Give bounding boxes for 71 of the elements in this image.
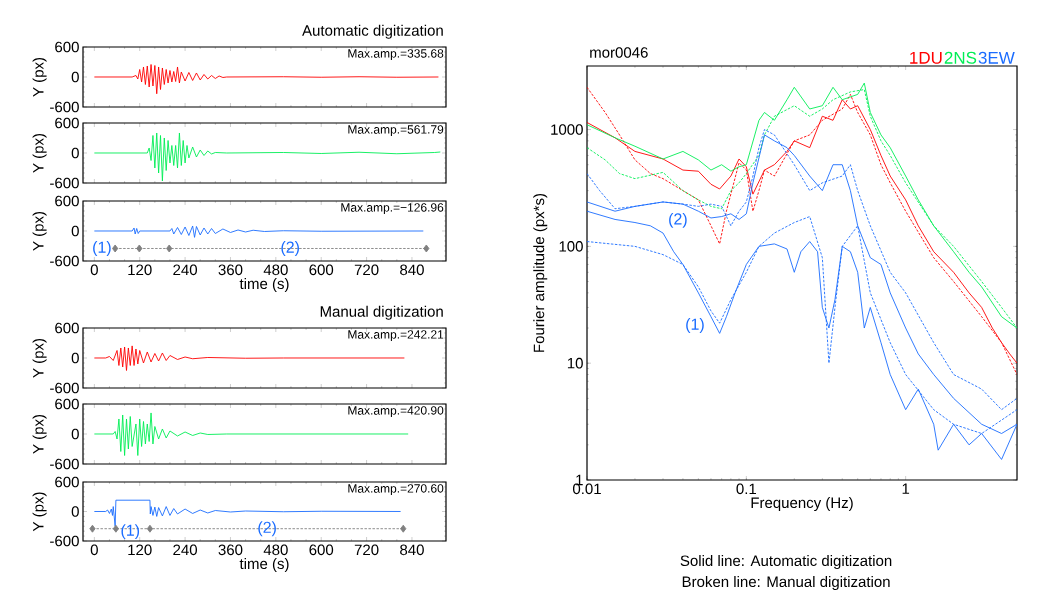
x-tick-label: 840 xyxy=(400,264,424,276)
text: 2NS xyxy=(944,51,977,64)
y-tick-label: 0 xyxy=(71,225,79,237)
text: 3EW xyxy=(978,51,1015,64)
chart-title: Automatic digitization xyxy=(302,24,443,39)
y-tick-label: 0 xyxy=(71,147,79,159)
line-series xyxy=(93,225,424,238)
y-axis-title: Y (px) xyxy=(32,57,47,97)
text: 1DU xyxy=(910,51,942,64)
x-tick-label: 720 xyxy=(354,264,379,276)
y-tick-label: 100 xyxy=(559,241,583,252)
x-tick-label: 360 xyxy=(218,264,243,276)
y-tick-label: -600 xyxy=(50,255,79,267)
y-tick-label: 600 xyxy=(55,322,79,334)
chart-title: Manual digitization xyxy=(320,305,443,320)
x-tick-label: 240 xyxy=(173,544,198,556)
line-series xyxy=(93,64,439,95)
x-tick-label: 360 xyxy=(218,544,243,556)
y-tick-label: 600 xyxy=(55,195,79,207)
x-tick-label: 720 xyxy=(354,544,379,556)
x-tick-label: 600 xyxy=(309,544,334,556)
annotation: (1) xyxy=(121,524,140,540)
x-axis-title: time (s) xyxy=(239,558,289,572)
y-tick-label: -600 xyxy=(50,382,79,394)
y-tick-label: -600 xyxy=(50,458,79,470)
annotation: (1) xyxy=(686,318,704,333)
x-tick-label: 840 xyxy=(400,544,424,556)
y-tick-label: 600 xyxy=(55,41,79,53)
y-tick-label: 0 xyxy=(71,352,79,364)
y-axis-title: Fourier amplitude (px*s) xyxy=(533,193,548,352)
annotation: (2) xyxy=(258,521,276,537)
y-axis-title: Y (px) xyxy=(32,414,47,454)
y-axis-title: Y (px) xyxy=(32,133,47,173)
annotation: Max.amp.=561.79 xyxy=(348,125,444,137)
x-tick-label: 0.1 xyxy=(736,483,757,495)
x-tick-label: 480 xyxy=(263,264,288,276)
y-tick-label: -600 xyxy=(50,101,79,113)
x-tick-label: 240 xyxy=(173,264,198,276)
y-axis-title: Y (px) xyxy=(32,492,47,532)
annotation: (2) xyxy=(669,212,687,228)
annotation: (2) xyxy=(281,241,299,256)
x-axis-title: Frequency (Hz) xyxy=(751,497,853,511)
x-axis-title: time (s) xyxy=(239,278,289,292)
x-tick-label: 120 xyxy=(128,264,152,276)
annotation: Max.amp.=335.68 xyxy=(348,49,444,61)
x-tick-label: 0 xyxy=(90,264,98,276)
y-tick-label: 0 xyxy=(71,71,79,83)
chart-title: mor0046 xyxy=(590,47,648,58)
y-tick-label: 0 xyxy=(71,506,79,517)
x-tick-label: 120 xyxy=(128,544,152,556)
x-tick-label: 600 xyxy=(309,264,334,276)
annotation: Max.amp.=270.60 xyxy=(348,484,444,496)
x-tick-label: 1 xyxy=(902,483,910,494)
x-tick-label: 480 xyxy=(263,544,288,556)
y-tick-label: 0 xyxy=(71,428,79,440)
y-axis-title: Y (px) xyxy=(32,338,47,378)
y-tick-label: 1000 xyxy=(551,124,583,135)
x-tick-label: 0 xyxy=(90,544,98,556)
line-series xyxy=(93,345,405,371)
y-tick-label: 600 xyxy=(55,398,79,410)
y-tick-label: 10 xyxy=(567,357,583,369)
text: Broken line: Manual digitization xyxy=(682,576,890,590)
annotation: Max.amp.=242.21 xyxy=(348,330,444,342)
y-tick-label: -600 xyxy=(50,177,79,189)
annotation: Max.amp.=−126.96 xyxy=(341,203,444,215)
y-axis-title: Y (px) xyxy=(32,211,47,251)
y-tick-label: -600 xyxy=(50,535,79,547)
y-tick-label: 600 xyxy=(55,117,79,129)
annotation: (1) xyxy=(93,241,111,256)
text: Solid line: Automatic digitization xyxy=(680,555,892,569)
annotation: Max.amp.=420.90 xyxy=(348,406,444,418)
